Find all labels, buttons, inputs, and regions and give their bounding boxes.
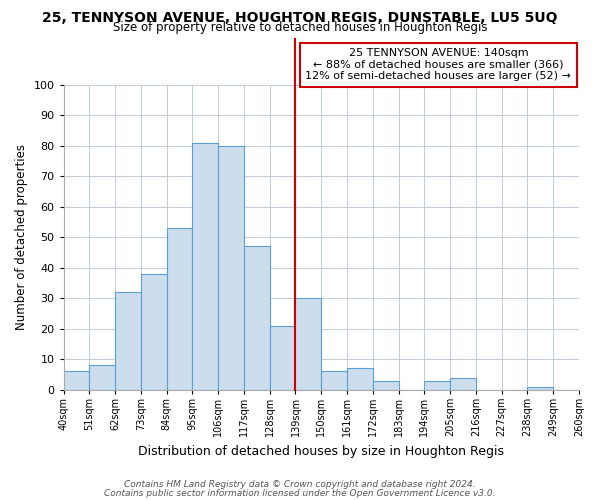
Y-axis label: Number of detached properties: Number of detached properties (15, 144, 28, 330)
Bar (244, 246, 270, 390)
Bar (167, 228, 193, 390)
Text: 25 TENNYSON AVENUE: 140sqm
← 88% of detached houses are smaller (366)
12% of sem: 25 TENNYSON AVENUE: 140sqm ← 88% of deta… (305, 48, 571, 82)
Bar (193, 142, 218, 390)
Text: Size of property relative to detached houses in Houghton Regis: Size of property relative to detached ho… (113, 22, 487, 35)
Bar (141, 274, 167, 390)
Bar (321, 372, 347, 390)
Bar (89, 366, 115, 390)
Bar (424, 380, 450, 390)
Bar (347, 368, 373, 390)
Bar (450, 378, 476, 390)
Bar (270, 326, 295, 390)
X-axis label: Distribution of detached houses by size in Houghton Regis: Distribution of detached houses by size … (138, 444, 504, 458)
Bar (373, 380, 398, 390)
Bar (218, 146, 244, 390)
Bar (64, 372, 89, 390)
Text: Contains HM Land Registry data © Crown copyright and database right 2024.: Contains HM Land Registry data © Crown c… (124, 480, 476, 489)
Bar (295, 298, 321, 390)
Bar (527, 386, 553, 390)
Text: Contains public sector information licensed under the Open Government Licence v3: Contains public sector information licen… (104, 488, 496, 498)
Bar (115, 292, 141, 390)
Text: 25, TENNYSON AVENUE, HOUGHTON REGIS, DUNSTABLE, LU5 5UQ: 25, TENNYSON AVENUE, HOUGHTON REGIS, DUN… (42, 11, 558, 25)
